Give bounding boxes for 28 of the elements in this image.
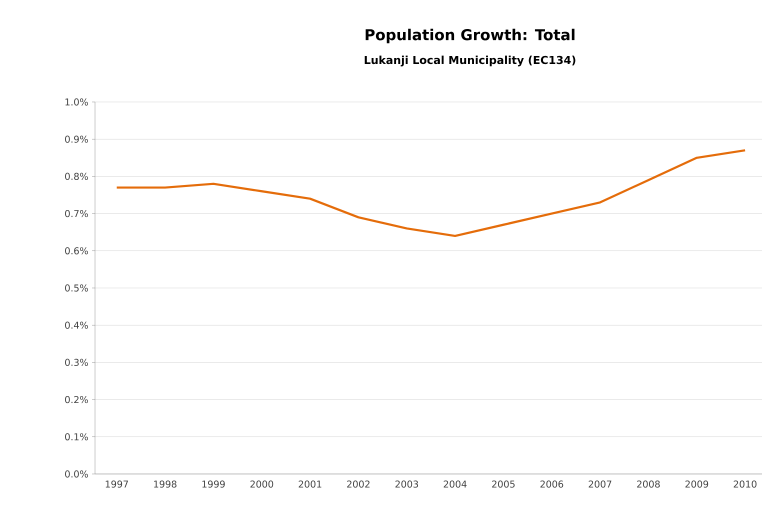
x-tick-label: 2008: [637, 480, 660, 488]
y-tick-label: 0.8%: [65, 172, 88, 180]
y-tick-label: 0.7%: [65, 210, 88, 218]
y-tick-label: 0.2%: [65, 396, 88, 404]
y-tick-label: 0.1%: [65, 433, 88, 440]
x-tick-label: 2010: [734, 480, 756, 488]
x-tick-label: 1999: [202, 480, 225, 488]
x-tick-label: 1998: [154, 480, 176, 488]
x-tick-label: 2007: [588, 480, 612, 488]
x-tick-label: 2003: [395, 480, 418, 488]
chart-subtitle: Lukanji Local Municipality (EC134): [364, 56, 576, 66]
x-tick-label: 2006: [540, 480, 564, 488]
y-tick-label: 0.5%: [65, 284, 88, 292]
x-tick-label: 2001: [298, 480, 322, 488]
y-tick-label: 0.9%: [65, 136, 88, 143]
y-tick-label: 0.0%: [65, 470, 88, 478]
y-tick-label: 1.0%: [65, 98, 88, 106]
line-series: [116, 149, 746, 238]
x-tick-label: 2005: [492, 480, 515, 488]
x-tick-label: 2004: [444, 480, 467, 488]
x-tick-label: 1997: [106, 480, 128, 488]
chart-title: Population Growth: Total: [366, 28, 574, 44]
x-tick-label: 2002: [347, 480, 370, 488]
y-tick-label: 0.6%: [65, 247, 88, 254]
y-tick-label: 0.3%: [65, 358, 88, 366]
x-tick-label: 2000: [250, 480, 274, 488]
y-tick-label: 0.4%: [65, 322, 88, 329]
x-tick-label: 2009: [685, 480, 708, 488]
